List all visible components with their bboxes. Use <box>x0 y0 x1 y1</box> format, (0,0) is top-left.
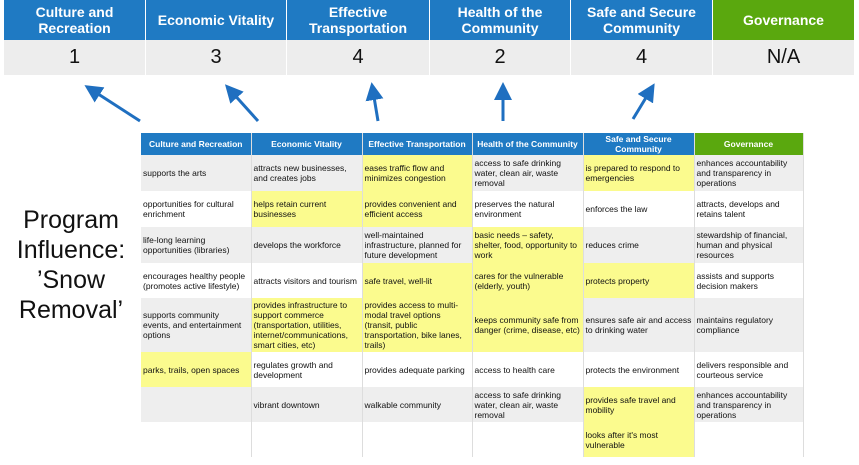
table-cell: well-maintained infrastructure, planned … <box>362 227 473 263</box>
category-header: Effective Transportation <box>287 0 430 40</box>
table-cell: delivers responsible and courteous servi… <box>694 352 804 387</box>
arrow-icon <box>84 85 141 123</box>
table-cell-highlighted: keeps community safe from danger (crime,… <box>472 298 584 352</box>
table-cell-highlighted: looks after it's most vulnerable <box>583 422 695 457</box>
table-cell <box>141 387 252 422</box>
table-cell: attracts visitors and tourism <box>251 263 363 298</box>
table-cell <box>251 422 363 457</box>
table-cell-highlighted: cares for the vulnerable (elderly, youth… <box>472 263 584 298</box>
table-cell-highlighted: parks, trails, open spaces <box>141 352 252 387</box>
table-header: Effective Transportation <box>362 133 473 155</box>
table-cell: access to safe drinking water, clean air… <box>472 387 584 422</box>
category-score: 3 <box>146 40 287 75</box>
table-row: supports community events, and entertain… <box>141 298 804 352</box>
table-cell: regulates growth and development <box>251 352 363 387</box>
table-cell: reduces crime <box>583 227 695 263</box>
table-cell: ensures safe air and access to drinking … <box>583 298 695 352</box>
table-cell-highlighted: provides access to multi-modal travel op… <box>362 298 473 352</box>
table-cell: assists and supports decision makers <box>694 263 804 298</box>
category-header: Culture and Recreation <box>4 0 146 40</box>
table-cell <box>694 422 804 457</box>
table-header: Governance <box>694 133 804 155</box>
table-cell <box>362 422 473 457</box>
table-cell-highlighted: provides convenient and efficient access <box>362 191 473 227</box>
table-row: parks, trails, open spaces regulates grow… <box>141 352 804 387</box>
table-cell-highlighted: basic needs – safety, shelter, food, opp… <box>472 227 584 263</box>
table-cell <box>472 422 584 457</box>
table-row: life-long learning opportunities (librar… <box>141 227 804 263</box>
table-cell-highlighted: eases traffic flow and minimizes congest… <box>362 155 473 191</box>
category-header: Safe and Secure Community <box>571 0 713 40</box>
category-header: Governance <box>713 0 855 40</box>
table-cell: opportunities for cultural enrichment <box>141 191 252 227</box>
table-cell: encourages healthy people (promotes acti… <box>141 263 252 298</box>
table-cell: attracts new businesses, and creates job… <box>251 155 363 191</box>
table-cell: develops the workforce <box>251 227 363 263</box>
table-header: Health of the Community <box>472 133 584 155</box>
category-score: 2 <box>430 40 571 75</box>
arrow-icon <box>631 83 655 120</box>
table-cell: life-long learning opportunities (librar… <box>141 227 252 263</box>
table-row: supports the arts attracts new businesses… <box>141 155 804 191</box>
category-header: Economic Vitality <box>146 0 287 40</box>
table-row: vibrant downtown walkable community access… <box>141 387 804 422</box>
table-cell: enforces the law <box>583 191 695 227</box>
category-header: Health of the Community <box>430 0 571 40</box>
table-cell-highlighted: provides safe travel and mobility <box>583 387 695 422</box>
table-row: opportunities for cultural enrichment hel… <box>141 191 804 227</box>
table-cell <box>141 422 252 457</box>
table-cell: supports the arts <box>141 155 252 191</box>
table-row: encourages healthy people (promotes acti… <box>141 263 804 298</box>
table-cell-highlighted: provides infrastructure to support comme… <box>251 298 363 352</box>
table-cell: preserves the natural environment <box>472 191 584 227</box>
category-score: 4 <box>571 40 713 75</box>
table-cell: attracts, develops and retains talent <box>694 191 804 227</box>
arrows <box>84 82 655 123</box>
category-score: N/A <box>713 40 855 75</box>
table-cell-highlighted: protects property <box>583 263 695 298</box>
table-cell: walkable community <box>362 387 473 422</box>
table-cell-highlighted: safe travel, well-lit <box>362 263 473 298</box>
table-cell: protects the environment <box>583 352 695 387</box>
table-cell: enhances accountability and transparency… <box>694 387 804 422</box>
table-row: looks after it's most vulnerable <box>141 422 804 457</box>
table-cell: enhances accountability and transparency… <box>694 155 804 191</box>
arrow-icon <box>224 84 260 123</box>
table-header: Economic Vitality <box>251 133 363 155</box>
table-header: Culture and Recreation <box>141 133 252 155</box>
table-cell-highlighted: helps retain current businesses <box>251 191 363 227</box>
table-cell: supports community events, and entertain… <box>141 298 252 352</box>
program-influence-title: Program Influence: ’Snow Removal’ <box>16 206 126 324</box>
category-score: 4 <box>287 40 430 75</box>
table-cell: access to health care <box>472 352 584 387</box>
score-summary: Culture and Recreation Economic Vitality E… <box>4 0 855 75</box>
table-cell: stewardship of financial, human and phys… <box>694 227 804 263</box>
table-cell: maintains regulatory compliance <box>694 298 804 352</box>
category-score: 1 <box>4 40 146 75</box>
table-header: Safe and Secure Community <box>583 133 695 155</box>
table-cell-highlighted: is prepared to respond to emergencies <box>583 155 695 191</box>
table-cell: vibrant downtown <box>251 387 363 422</box>
table-cell: provides adequate parking <box>362 352 473 387</box>
influence-table: Culture and Recreation Economic Vitality E… <box>141 133 804 457</box>
table-cell: access to safe drinking water, clean air… <box>472 155 584 191</box>
arrow-icon <box>365 82 384 122</box>
